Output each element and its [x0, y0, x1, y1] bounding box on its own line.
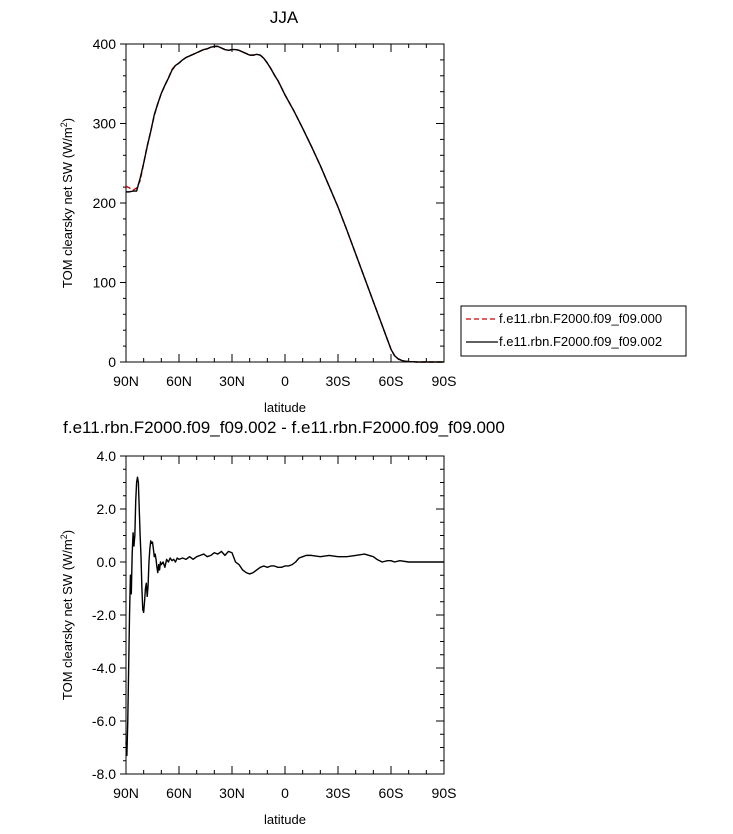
y-axis-label-superscript: 2: [59, 122, 69, 127]
y-axis-label: TOM clearsky net SW (W/m2): [59, 118, 75, 288]
x-tick-label: 30S: [326, 373, 351, 389]
x-tick-label: 60N: [166, 373, 192, 389]
legend-label-series-002: f.e11.rbn.F2000.f09_f09.002: [499, 334, 662, 349]
x-tick-label: 90N: [113, 785, 139, 801]
x-tick-label: 30S: [326, 785, 351, 801]
plot-area-frame: [125, 455, 445, 775]
y-tick-label: 4.0: [97, 448, 117, 464]
y-tick-label: -4.0: [92, 660, 116, 676]
series-lines: [125, 476, 444, 757]
x-axis-label: latitude: [264, 400, 306, 415]
series-lines: [125, 45, 444, 363]
chart-title: JJA: [270, 8, 299, 27]
y-tick-label: 2.0: [97, 501, 117, 517]
y-axis-label-superscript: 2: [59, 534, 69, 539]
x-tick-label: 30N: [219, 373, 245, 389]
x-tick-label: 0: [281, 373, 289, 389]
y-tick-label: -2.0: [92, 607, 116, 623]
legend-label-series-000: f.e11.rbn.F2000.f09_f09.000: [499, 311, 662, 326]
x-tick-label: 90S: [432, 785, 457, 801]
legend: f.e11.rbn.F2000.f09_f09.000 f.e11.rbn.F2…: [460, 305, 687, 357]
plot-area-frame: [125, 43, 445, 363]
x-tick-label: 30N: [219, 785, 245, 801]
x-tick-label: 60S: [379, 373, 404, 389]
x-axis-label: latitude: [264, 812, 306, 827]
y-tick-label: 200: [93, 195, 117, 211]
series-line-002: [126, 45, 444, 363]
x-axis-ticks: 90N 60N 30N 0 30S 60S 90S: [113, 456, 456, 801]
x-tick-label: 60S: [379, 785, 404, 801]
y-axis-ticks: 0 100 200 300 400: [93, 36, 444, 370]
y-tick-label: 0.0: [97, 554, 117, 570]
x-tick-label: 0: [281, 785, 289, 801]
difference-chart-title: f.e11.rbn.F2000.f09_f09.002 - f.e11.rbn.…: [63, 418, 505, 437]
x-tick-label: 90N: [113, 373, 139, 389]
y-tick-label: -6.0: [92, 713, 116, 729]
x-tick-label: 60N: [166, 785, 192, 801]
y-tick-label: 400: [93, 36, 117, 52]
y-tick-label: 0: [108, 354, 116, 370]
panel-top: JJA 90N 60N 30N 0 30S 60S 90S 0 100 200 300 400 la…: [59, 8, 687, 415]
x-tick-label: 90S: [432, 373, 457, 389]
y-axis-label-main: TOM clearsky net SW (W/m: [60, 127, 75, 288]
y-axis-label-close: ): [60, 530, 75, 534]
y-axis-label-main: TOM clearsky net SW (W/m: [60, 539, 75, 700]
difference-line: [125, 476, 444, 757]
y-tick-label: -8.0: [92, 766, 116, 782]
y-tick-label: 100: [93, 275, 117, 291]
y-tick-label: 300: [93, 116, 117, 132]
y-axis-label-close: ): [60, 118, 75, 122]
y-axis-label: TOM clearsky net SW (W/m2): [59, 530, 75, 700]
legend-box: [460, 305, 687, 357]
y-axis-ticks: 4.0 2.0 0.0 -2.0 -4.0 -6.0 -8.0: [92, 448, 444, 782]
panel-bottom: f.e11.rbn.F2000.f09_f09.002 - f.e11.rbn.…: [59, 418, 505, 827]
x-axis-ticks: 90N 60N 30N 0 30S 60S 90S: [113, 44, 456, 389]
